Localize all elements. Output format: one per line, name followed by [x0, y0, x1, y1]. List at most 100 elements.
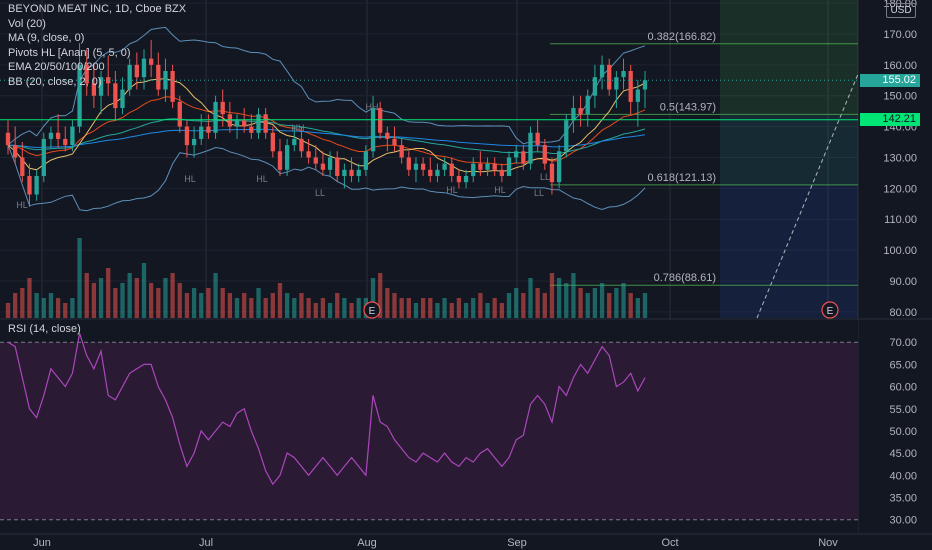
volume-bar	[413, 303, 419, 318]
rsi-band	[0, 342, 858, 520]
candle-body	[385, 132, 390, 139]
candle-body	[471, 163, 476, 176]
candle-body	[456, 175, 462, 183]
volume-bar	[342, 298, 347, 318]
rsi-tick-label: 35.00	[889, 493, 917, 505]
candle-body	[463, 175, 469, 183]
candle-body	[13, 145, 18, 158]
legend-pivots[interactable]: Pivots HL [Anan] (5, 5, 0)	[8, 46, 131, 59]
candle-body	[320, 163, 326, 170]
volume-bar	[335, 293, 340, 318]
candle-body	[478, 163, 483, 170]
volume-bar	[77, 238, 82, 318]
candle-body	[234, 120, 240, 127]
pivot-label: LL	[315, 188, 325, 198]
legend-ema[interactable]: EMA 20/50/100/200	[8, 61, 105, 73]
volume-bar	[556, 278, 562, 318]
volume-bar	[635, 298, 640, 318]
candle-body	[256, 114, 261, 133]
candle-body	[206, 126, 211, 133]
candle-body	[27, 175, 32, 195]
candle-body	[249, 126, 254, 133]
candle-body	[277, 151, 283, 170]
price-tick-label: 120.00	[883, 183, 917, 195]
volume-bar	[514, 288, 519, 318]
volume-bar	[506, 293, 512, 318]
candle-body	[292, 138, 297, 146]
volume-bar	[607, 293, 612, 318]
candles	[5, 40, 648, 207]
candle-body	[191, 138, 197, 146]
volume-bar	[27, 278, 32, 318]
candle-body	[599, 64, 605, 78]
candle-body	[227, 114, 233, 127]
candle-body	[263, 114, 268, 133]
pivot-labels: HL HL HH HL HH LL HL LL HL LL	[16, 102, 550, 210]
candle-body	[413, 163, 419, 170]
volume-bar	[249, 298, 254, 318]
legend-volume[interactable]: Vol (20)	[8, 17, 46, 30]
candle-body	[485, 163, 490, 170]
volume-bar	[141, 263, 147, 318]
price-tick-label: 80.00	[889, 307, 917, 319]
candle-body	[442, 163, 447, 170]
price-tick-label: 100.00	[883, 245, 917, 257]
legend-symbol-title[interactable]: BEYOND MEAT INC, 1D, Cboe BZX	[8, 3, 187, 15]
candle-body	[134, 64, 139, 78]
volume-bar	[84, 273, 89, 318]
candle-body	[5, 132, 11, 146]
candle-body	[542, 145, 547, 164]
volume-bars	[5, 238, 648, 318]
price-tick-label: 170.00	[883, 29, 917, 41]
volume-bar	[13, 293, 18, 318]
bb-lower-line	[7, 144, 646, 212]
volume-bar	[163, 278, 168, 318]
time-axis: Jun Jul Aug Sep Oct Nov	[33, 537, 838, 549]
candle-body	[70, 126, 75, 146]
volume-bar	[191, 288, 197, 318]
volume-bar	[120, 283, 125, 318]
volume-bar	[277, 283, 283, 318]
volume-bar	[585, 293, 590, 318]
volume-bar	[420, 298, 426, 318]
volume-bar	[148, 283, 154, 318]
volume-bar	[571, 273, 576, 318]
rsi-legend[interactable]: RSI (14, close)	[8, 323, 81, 335]
candle-body	[148, 58, 154, 65]
volume-bar	[206, 288, 211, 318]
volume-bar	[592, 288, 598, 318]
candle-body	[242, 120, 247, 127]
pivot-label: HL	[494, 185, 506, 195]
candle-body	[499, 169, 505, 176]
legend-bb[interactable]: BB (20, close, 2, 0)	[8, 75, 102, 88]
volume-bar	[41, 298, 46, 318]
volume-bar	[227, 293, 233, 318]
candle-body	[48, 132, 54, 139]
earnings-marker	[821, 301, 839, 319]
candle-body	[113, 83, 118, 109]
candle-body	[220, 101, 225, 115]
volume-bar	[177, 283, 182, 318]
currency-badge[interactable]: USD	[886, 3, 916, 18]
volume-bar	[292, 298, 297, 318]
volume-bar	[256, 288, 261, 318]
volume-bar	[63, 303, 68, 318]
pivot-label: HL	[256, 174, 268, 184]
volume-bar	[263, 298, 268, 318]
legend-ma[interactable]: MA (9, close, 0)	[8, 32, 85, 44]
rsi-tick-label: 55.00	[889, 404, 917, 416]
candle-body	[420, 163, 426, 170]
candle-body	[642, 80, 648, 90]
candle-body	[55, 132, 61, 139]
rsi-tick-label: 60.00	[889, 382, 917, 394]
time-tick-label: Nov	[818, 537, 838, 549]
volume-bar	[70, 298, 75, 318]
candle-body	[284, 145, 290, 170]
candle-body	[378, 108, 383, 133]
pivot-label: HH	[292, 123, 305, 133]
volume-bar	[492, 298, 497, 318]
candle-body	[163, 71, 168, 90]
candle-body	[578, 108, 583, 115]
candle-body	[184, 126, 190, 146]
